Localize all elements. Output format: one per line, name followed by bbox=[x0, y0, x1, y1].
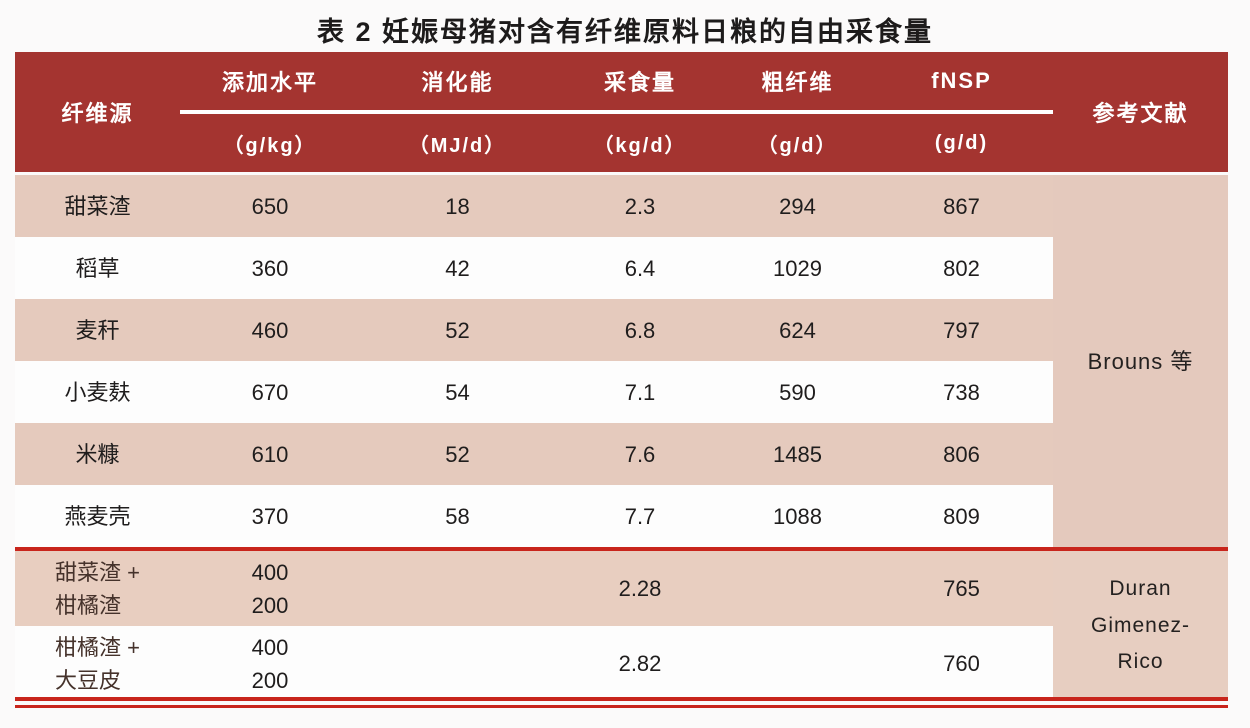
table-row: 麦秆 460 52 6.8 624 797 bbox=[15, 299, 1228, 361]
unit-crude-fiber: （g/d） bbox=[725, 110, 870, 174]
cell-intake: 7.1 bbox=[555, 361, 725, 423]
cell-fnsp: 802 bbox=[870, 237, 1053, 299]
table-row: 柑橘渣 + 大豆皮 400 200 2.82 760 bbox=[15, 626, 1228, 701]
cell-level: 400 200 bbox=[180, 547, 360, 626]
cell-cf: 590 bbox=[725, 361, 870, 423]
cell-source: 麦秆 bbox=[15, 299, 180, 361]
cell-intake: 2.28 bbox=[555, 547, 725, 626]
table-row: 甜菜渣 650 18 2.3 294 867 Brouns 等 bbox=[15, 172, 1228, 549]
cell-fnsp: 867 bbox=[870, 172, 1053, 237]
unit-digest-energy: （MJ/d） bbox=[360, 110, 555, 174]
cell-cf: 294 bbox=[725, 172, 870, 237]
cell-de: 52 bbox=[360, 299, 555, 361]
cell-intake: 6.8 bbox=[555, 299, 725, 361]
cell-source: 甜菜渣 bbox=[15, 172, 180, 237]
cell-de: 54 bbox=[360, 361, 555, 423]
table-row: 米糠 610 52 7.6 1485 806 bbox=[15, 423, 1228, 485]
col-header-crude-fiber: 粗纤维 bbox=[725, 52, 870, 112]
cell-fnsp: 809 bbox=[870, 485, 1053, 549]
unit-fnsp: (g/d) bbox=[870, 110, 1053, 174]
cell-intake: 2.3 bbox=[555, 172, 725, 237]
cell-cf: 1029 bbox=[725, 237, 870, 299]
col-header-feed-intake: 采食量 bbox=[555, 52, 725, 112]
table-title: 表 2 妊娠母猪对含有纤维原料日粮的自由采食量 bbox=[316, 17, 934, 47]
cell-de: 52 bbox=[360, 423, 555, 485]
cell-level: 400 200 bbox=[180, 626, 360, 701]
cell-intake: 6.4 bbox=[555, 237, 725, 299]
cell-cf: 1485 bbox=[725, 423, 870, 485]
cell-level: 370 bbox=[180, 485, 360, 549]
fiber-intake-table: 纤维源 添加水平 消化能 采食量 粗纤维 fNSP 参考文献 （g/kg） （M… bbox=[15, 52, 1228, 701]
cell-reference: Brouns 等 bbox=[1053, 172, 1228, 549]
cell-intake: 2.82 bbox=[555, 626, 725, 701]
col-header-reference: 参考文献 bbox=[1053, 52, 1228, 174]
unit-add-level: （g/kg） bbox=[180, 110, 360, 174]
cell-source: 米糠 bbox=[15, 423, 180, 485]
cell-intake: 7.6 bbox=[555, 423, 725, 485]
cell-de: 42 bbox=[360, 237, 555, 299]
col-header-digest-energy: 消化能 bbox=[360, 52, 555, 112]
cell-source: 燕麦壳 bbox=[15, 485, 180, 549]
table-bottom-double-rule bbox=[15, 697, 1228, 708]
cell-cf: 1088 bbox=[725, 485, 870, 549]
cell-level: 460 bbox=[180, 299, 360, 361]
cell-cf bbox=[725, 626, 870, 701]
cell-de bbox=[360, 547, 555, 626]
cell-source: 甜菜渣 + 柑橘渣 bbox=[15, 547, 180, 626]
cell-fnsp: 765 bbox=[870, 547, 1053, 626]
table-header: 纤维源 添加水平 消化能 采食量 粗纤维 fNSP 参考文献 （g/kg） （M… bbox=[15, 52, 1228, 174]
table-row: 稻草 360 42 6.4 1029 802 bbox=[15, 237, 1228, 299]
cell-fnsp: 760 bbox=[870, 626, 1053, 701]
cell-fnsp: 738 bbox=[870, 361, 1053, 423]
col-header-fnsp: fNSP bbox=[870, 52, 1053, 112]
cell-level: 650 bbox=[180, 172, 360, 237]
table-row: 甜菜渣 + 柑橘渣 400 200 2.28 765 Duran Gimenez- Ri… bbox=[15, 547, 1228, 701]
cell-cf bbox=[725, 547, 870, 626]
unit-feed-intake: （kg/d） bbox=[555, 110, 725, 174]
cell-reference: Duran Gimenez- Rico bbox=[1053, 547, 1228, 701]
cell-de: 18 bbox=[360, 172, 555, 237]
cell-level: 360 bbox=[180, 237, 360, 299]
table-row: 燕麦壳 370 58 7.7 1088 809 bbox=[15, 485, 1228, 549]
cell-source: 柑橘渣 + 大豆皮 bbox=[15, 626, 180, 701]
cell-fnsp: 806 bbox=[870, 423, 1053, 485]
cell-cf: 624 bbox=[725, 299, 870, 361]
cell-intake: 7.7 bbox=[555, 485, 725, 549]
cell-de bbox=[360, 626, 555, 701]
col-header-add-level: 添加水平 bbox=[180, 52, 360, 112]
cell-level: 610 bbox=[180, 423, 360, 485]
table-body: 甜菜渣 650 18 2.3 294 867 Brouns 等稻草 360 42 6.4 1029 8… bbox=[15, 172, 1228, 701]
col-header-fiber-source: 纤维源 bbox=[15, 52, 180, 174]
cell-source: 小麦麸 bbox=[15, 361, 180, 423]
table-row: 小麦麸 670 54 7.1 590 738 bbox=[15, 361, 1228, 423]
cell-level: 670 bbox=[180, 361, 360, 423]
cell-fnsp: 797 bbox=[870, 299, 1053, 361]
cell-source: 稻草 bbox=[15, 237, 180, 299]
cell-de: 58 bbox=[360, 485, 555, 549]
